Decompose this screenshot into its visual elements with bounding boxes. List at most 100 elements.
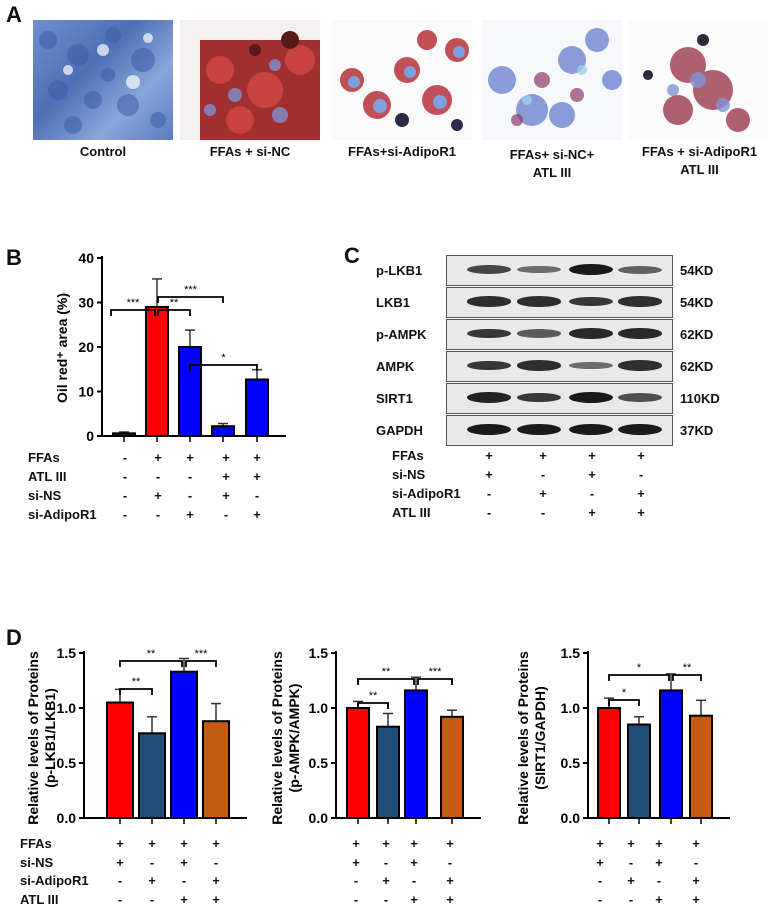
micrograph-control bbox=[33, 20, 173, 140]
significance-bracket bbox=[185, 660, 217, 667]
plus-sign: + bbox=[446, 836, 454, 851]
treatment-label: ATL III bbox=[20, 891, 59, 907]
protein-band bbox=[618, 360, 662, 371]
significance-label: *** bbox=[195, 648, 209, 660]
cell-texture bbox=[340, 30, 469, 131]
minus-sign: - bbox=[383, 854, 389, 870]
plus-sign: + bbox=[588, 467, 596, 482]
chart-p-ampk-ampk: 0.00.51.01.5**** ***Relative levels of Pr… bbox=[269, 645, 481, 826]
treatment-label: si-NS bbox=[20, 854, 54, 870]
treatment-label: ATL III bbox=[392, 505, 431, 520]
bar-0 bbox=[112, 432, 136, 438]
minus-sign: - bbox=[540, 467, 546, 482]
protein-band bbox=[517, 424, 561, 435]
y-tick-label: 0 bbox=[86, 428, 94, 444]
minus-sign: - bbox=[486, 486, 492, 501]
protein-label: SIRT1 bbox=[376, 391, 413, 406]
plus-sign: + bbox=[253, 469, 261, 484]
protein-band bbox=[517, 392, 561, 403]
blot-strip bbox=[446, 415, 673, 446]
protein-label: GAPDH bbox=[376, 423, 423, 438]
plus-sign: + bbox=[446, 891, 454, 907]
blot-strip bbox=[446, 287, 673, 318]
significance-label: ** bbox=[683, 662, 692, 674]
caption-ffas-si-adipor1: FFAs+si-AdipoR1 bbox=[327, 143, 477, 161]
significance-bracket bbox=[119, 660, 183, 667]
plus-sign: + bbox=[627, 836, 635, 851]
significance-bracket bbox=[417, 678, 453, 685]
plus-sign: + bbox=[222, 488, 230, 503]
y-tick-label: 0.0 bbox=[561, 810, 581, 826]
plus-sign: + bbox=[148, 836, 156, 851]
protein-band bbox=[569, 392, 613, 403]
minus-sign: - bbox=[638, 467, 644, 482]
minus-sign: - bbox=[187, 469, 193, 484]
bar-2 bbox=[659, 689, 683, 819]
y-axis-label: Oil red⁺ area (%) bbox=[54, 293, 70, 403]
significance-label: * bbox=[622, 687, 627, 699]
caption-line: Control bbox=[79, 144, 127, 159]
plus-sign: + bbox=[692, 891, 700, 907]
significance-bracket bbox=[157, 309, 191, 316]
significance-label: ** bbox=[132, 676, 141, 688]
minus-sign: - bbox=[122, 469, 128, 484]
plus-sign: + bbox=[222, 450, 230, 465]
significance-label: * bbox=[637, 662, 642, 674]
plus-sign: + bbox=[410, 891, 418, 907]
bar-0 bbox=[597, 707, 621, 819]
minus-sign: - bbox=[486, 505, 492, 520]
significance-bracket bbox=[157, 296, 224, 303]
protein-band bbox=[517, 265, 561, 274]
minus-sign: - bbox=[122, 488, 128, 503]
protein-band bbox=[618, 328, 662, 339]
molecular-weight-label: 37KD bbox=[680, 423, 714, 438]
minus-sign: - bbox=[628, 854, 634, 870]
molecular-weight-label: 54KD bbox=[680, 295, 714, 310]
plus-sign: + bbox=[596, 836, 604, 851]
bar-3 bbox=[440, 715, 464, 819]
plus-sign: + bbox=[655, 836, 663, 851]
panel-a-letter: A bbox=[6, 2, 22, 27]
caption-ffas-si-adipor1-atl: FFAs + si-AdipoR1 ATL III bbox=[622, 143, 777, 179]
plus-sign: + bbox=[180, 891, 188, 907]
plus-sign: + bbox=[588, 448, 596, 463]
significance-label: *** bbox=[127, 297, 141, 309]
plus-sign: + bbox=[222, 469, 230, 484]
y-tick-label: 0.5 bbox=[309, 755, 329, 771]
bar-0 bbox=[346, 707, 370, 819]
molecular-weight-label: 54KD bbox=[680, 263, 714, 278]
treatment-label: FFAs bbox=[28, 450, 60, 465]
bar-1 bbox=[376, 725, 400, 819]
minus-sign: - bbox=[597, 873, 603, 888]
minus-sign: - bbox=[181, 873, 187, 888]
minus-sign: - bbox=[149, 891, 155, 907]
plus-sign: + bbox=[212, 836, 220, 851]
caption-ffas-si-nc-atl: FFAs+ si-NC+ ATL III bbox=[477, 146, 627, 182]
protein-band bbox=[467, 424, 511, 435]
molecular-weight-label: 110KD bbox=[680, 391, 720, 406]
y-tick-label: 0.0 bbox=[57, 810, 77, 826]
y-tick-label: 1.0 bbox=[57, 700, 77, 716]
plus-sign: + bbox=[253, 450, 261, 465]
y-tick-label: 1.0 bbox=[561, 700, 581, 716]
minus-sign: - bbox=[155, 507, 161, 522]
panel-d-letter: D bbox=[6, 625, 22, 650]
significance-label: ** bbox=[147, 648, 156, 660]
bar-4 bbox=[245, 378, 269, 437]
significance-bracket bbox=[357, 678, 415, 685]
protein-band bbox=[618, 424, 662, 435]
bar-3 bbox=[211, 425, 235, 438]
significance-label: *** bbox=[429, 666, 443, 678]
minus-sign: - bbox=[589, 486, 595, 501]
treatment-table-d: FFAs + + + + si-NS + - + - si-AdipoR1 - + - + ATL III - -… bbox=[0, 836, 777, 914]
significance-bracket bbox=[189, 364, 258, 371]
micrograph-ffas-si-adipor1-atl bbox=[628, 20, 768, 140]
plus-sign: + bbox=[352, 854, 360, 870]
protein-label: LKB1 bbox=[376, 295, 410, 310]
significance-label: ** bbox=[382, 666, 391, 678]
caption-line: ATL III bbox=[532, 165, 572, 180]
plus-sign: + bbox=[539, 486, 547, 501]
plus-sign: + bbox=[637, 448, 645, 463]
minus-sign: - bbox=[656, 873, 662, 888]
protein-label: AMPK bbox=[376, 359, 415, 374]
